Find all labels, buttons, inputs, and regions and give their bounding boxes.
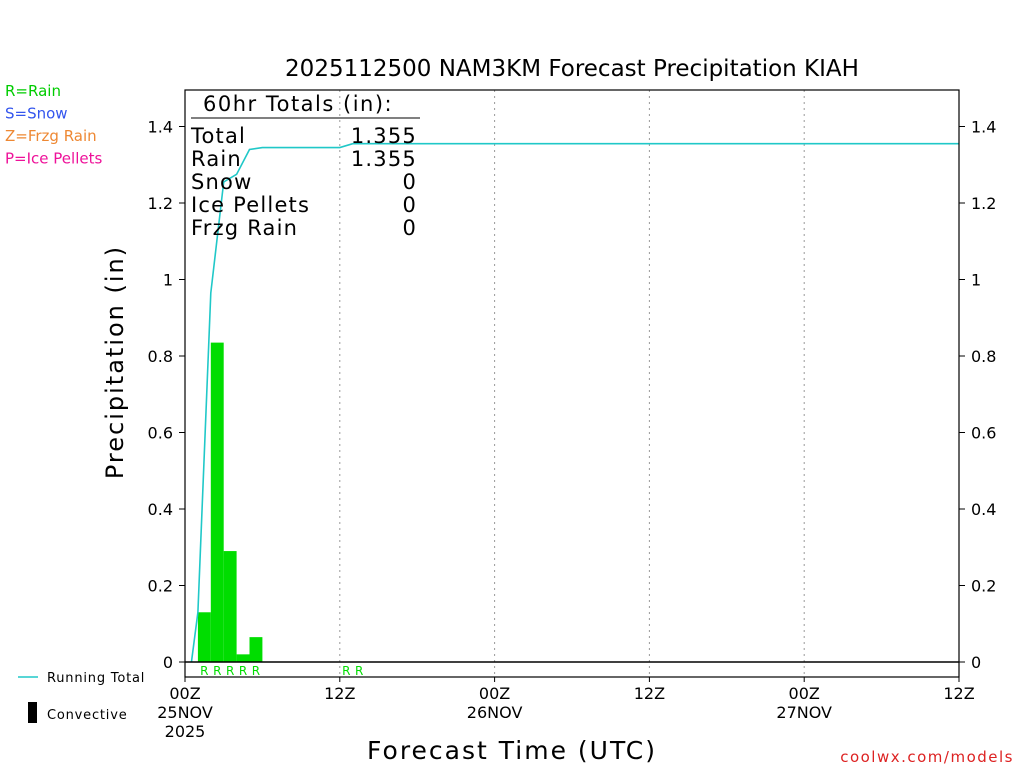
totals-row-label: Frzg Rain — [191, 216, 298, 240]
x-tick-label: 2025 — [165, 722, 206, 741]
y-tick-label: 0 — [163, 653, 173, 672]
y-tick-label-right: 0.4 — [971, 500, 996, 519]
y-tick-label-right: 0 — [971, 653, 981, 672]
precip-type-marker: R — [355, 664, 363, 678]
totals-row-label: Rain — [191, 147, 242, 171]
x-tick-label: 25NOV — [157, 703, 213, 722]
x-tick-label: 27NOV — [776, 703, 832, 722]
x-tick-label: 12Z — [943, 684, 974, 703]
running-total-series — [190, 142, 959, 663]
y-axis-right: 0 0.2 0.4 0.6 0.8 1 1.2 1.4 — [959, 118, 996, 672]
x-tick-label: 12Z — [324, 684, 355, 703]
y-axis-left: 0 0.2 0.4 0.6 0.8 1 1.2 1.4 — [148, 118, 185, 672]
rain-bar — [249, 637, 263, 662]
totals-row-value: 0 — [402, 216, 417, 240]
precip-type-legend-item: Z=Frzg Rain — [5, 127, 97, 145]
precip-type-marker: R — [226, 664, 234, 678]
chart-title: 2025112500 NAM3KM Forecast Precipitation… — [285, 56, 859, 82]
y-tick-label-right: 1.2 — [971, 194, 996, 213]
y-tick-label: 0.8 — [148, 347, 173, 366]
running-total-legend-label: Running Total — [47, 671, 145, 686]
y-tick-label: 0.4 — [148, 500, 173, 519]
convective-legend-label: Convective — [47, 708, 128, 723]
y-tick-label: 1.2 — [148, 194, 173, 213]
plot-frame — [184, 89, 960, 678]
rain-bar — [223, 551, 237, 662]
precip-type-legend-item: S=Snow — [5, 105, 68, 123]
x-tick-label: 00Z — [789, 684, 820, 703]
totals-row-value: 0 — [402, 193, 417, 217]
gridlines — [339, 90, 805, 677]
convective-swatch — [28, 702, 37, 723]
rain-bars — [197, 342, 263, 662]
totals-row-value: 1.355 — [351, 124, 417, 148]
rain-bar — [197, 612, 211, 662]
precip-type-marker: R — [239, 664, 247, 678]
y-tick-label-right: 1 — [971, 271, 981, 290]
y-tick-label-right: 0.6 — [971, 424, 996, 443]
totals-row-label: Snow — [191, 170, 252, 194]
precip-type-legend-item: R=Rain — [5, 82, 61, 100]
precip-type-marker: R — [342, 664, 350, 678]
totals-heading: 60hr Totals (in): — [203, 92, 393, 116]
bottom-legend: Running Total Convective — [18, 671, 145, 723]
totals-row-value: 0 — [402, 170, 417, 194]
precip-type-legend-item: P=Ice Pellets — [5, 150, 102, 168]
y-tick-label: 1 — [163, 271, 173, 290]
y-tick-label: 0.2 — [148, 577, 173, 596]
totals-row-value: 1.355 — [351, 147, 417, 171]
y-tick-label: 0.6 — [148, 424, 173, 443]
y-tick-label-right: 0.2 — [971, 577, 996, 596]
rain-bar — [236, 654, 250, 662]
y-axis-label: Precipitation (in) — [101, 245, 129, 479]
x-axis-label: Forecast Time (UTC) — [367, 736, 657, 765]
rain-bar — [210, 342, 224, 662]
precip-type-marker: R — [200, 664, 208, 678]
precip-type-legend: R=Rain S=Snow Z=Frzg Rain P=Ice Pellets — [5, 82, 102, 168]
x-tick-label: 26NOV — [467, 703, 523, 722]
x-tick-label: 12Z — [634, 684, 665, 703]
totals-box: 60hr Totals (in): Total 1.355 Rain 1.355 Snow… — [190, 92, 420, 240]
x-tick-label: 00Z — [169, 684, 200, 703]
totals-row-label: Total — [190, 124, 246, 148]
y-tick-label-right: 0.8 — [971, 347, 996, 366]
running-total-line — [190, 142, 959, 663]
y-tick-label-right: 1.4 — [971, 118, 996, 137]
x-tick-label: 00Z — [479, 684, 510, 703]
precip-type-marker: R — [252, 664, 260, 678]
totals-row-label: Ice Pellets — [191, 193, 310, 217]
precip-type-marker: R — [213, 664, 221, 678]
y-tick-label: 1.4 — [148, 118, 173, 137]
credit-text: coolwx.com/models — [840, 748, 1014, 766]
